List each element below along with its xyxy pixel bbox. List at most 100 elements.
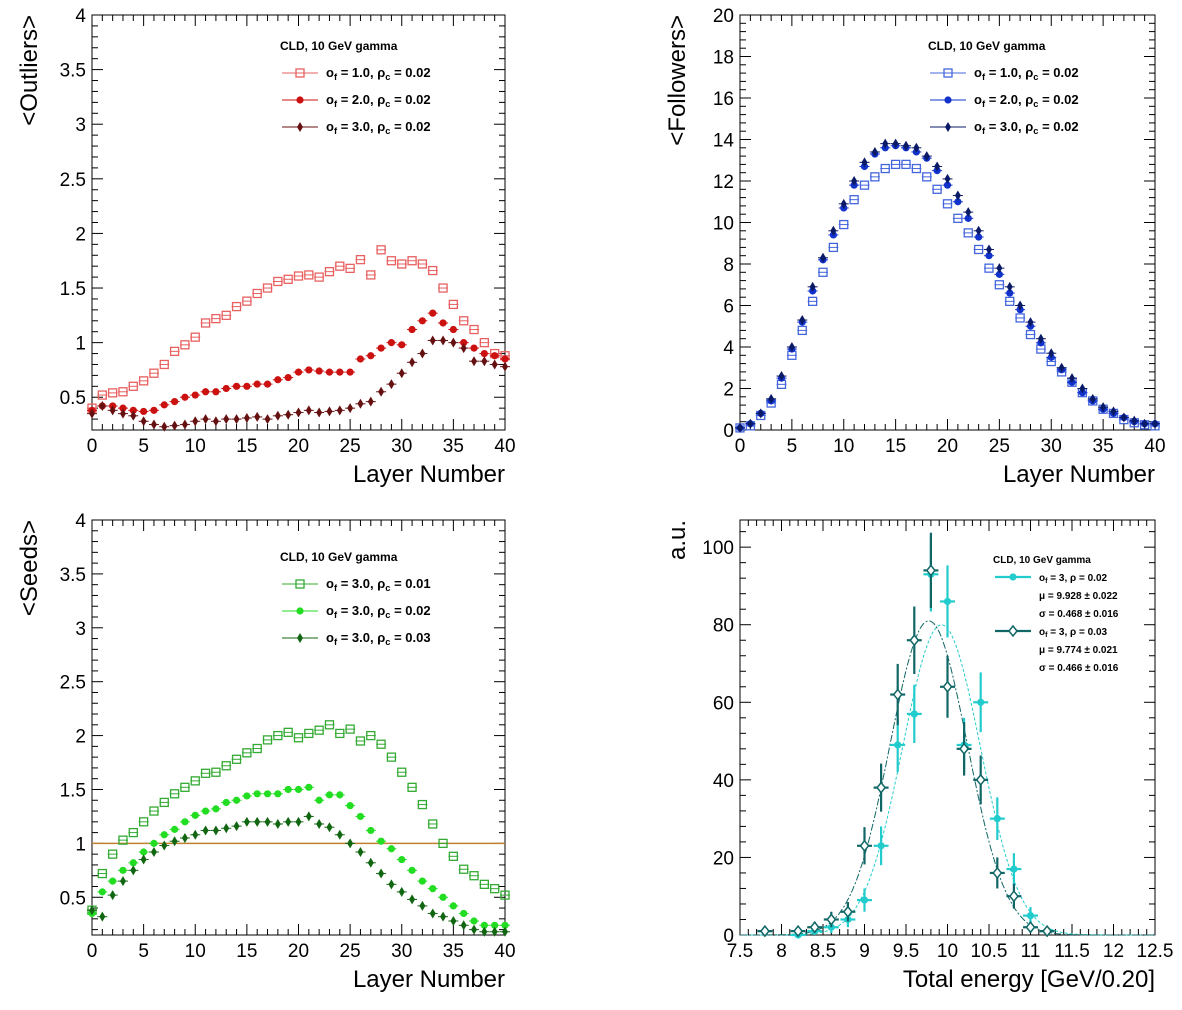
data-point (1004, 281, 1015, 292)
data-point-dot (943, 597, 952, 606)
legend-label-part-2: = 3.0, (985, 119, 1025, 134)
data-point (869, 172, 880, 182)
data-point (345, 403, 356, 414)
data-point (272, 376, 283, 384)
data-point (334, 728, 345, 739)
data-point (231, 414, 242, 425)
data-point (169, 825, 180, 833)
data-point (438, 893, 449, 901)
data-point (314, 407, 325, 418)
data-point (458, 316, 469, 326)
data-point-dot (501, 355, 509, 363)
data-point (1015, 313, 1026, 323)
data-point-shape (274, 818, 281, 829)
legend-label-part-4: c (1033, 126, 1038, 136)
legend-label-part-0: o (1039, 627, 1045, 638)
data-point (479, 349, 490, 358)
data-point-shape (119, 876, 126, 887)
data-point (221, 823, 232, 834)
data-point-shape (491, 926, 498, 937)
x-tick-label: 10 (833, 436, 854, 457)
x-tick-label: 40 (1144, 436, 1165, 457)
y-tick-label: 1.5 (60, 780, 86, 801)
data-point (200, 318, 211, 328)
x-axis-title: Layer Number (1003, 461, 1155, 488)
legend-label-part-0: o (326, 65, 334, 80)
data-point (427, 265, 438, 276)
data-point (324, 368, 335, 376)
data-point (489, 352, 500, 360)
data-point-shape (1141, 418, 1148, 429)
data-point (334, 368, 345, 376)
x-axis-title: Total energy [GeV/0.20] (903, 966, 1155, 993)
data-point (365, 826, 376, 835)
data-point (314, 796, 325, 804)
data-point-dot (408, 325, 416, 334)
data-point (901, 140, 911, 151)
legend-label-part-1: f (982, 72, 986, 82)
data-point (210, 805, 221, 813)
data-point (169, 836, 180, 847)
data-point (386, 879, 397, 890)
y-axis-title: <Seeds> (16, 520, 43, 616)
y-tick-label: 60 (713, 693, 734, 714)
data-point-dot (429, 885, 437, 893)
data-point (417, 317, 428, 325)
data-point-dot (995, 270, 1003, 278)
series-1 (757, 537, 1055, 939)
data-point-dot (243, 792, 251, 800)
data-point-dot (315, 367, 323, 375)
x-tick-label: 10 (937, 941, 958, 962)
data-point (138, 416, 149, 427)
data-point (807, 281, 818, 292)
data-point (458, 920, 469, 931)
data-point-shape (757, 408, 764, 419)
x-tick-label: 8 (776, 941, 787, 962)
data-point-shape (502, 361, 508, 372)
data-point (500, 921, 510, 929)
data-point-dot (977, 698, 985, 706)
data-point (479, 356, 490, 367)
data-point (221, 414, 232, 425)
data-point (793, 924, 804, 938)
data-point (766, 393, 777, 404)
data-point (458, 864, 469, 874)
data-point-dot (109, 877, 117, 885)
legend-label-part-3: ρ (1070, 573, 1076, 584)
data-point (448, 299, 459, 310)
legend-fit-sigma: σ = 0.468 ± 0.016 (1039, 609, 1119, 620)
legend-label-0: of = 1.0, ρc = 0.02 (974, 65, 1079, 82)
data-point-shape (212, 416, 219, 427)
legend-label-0: of = 3.0, ρc = 0.01 (326, 576, 431, 593)
data-point (334, 791, 345, 799)
data-point-dot (1010, 865, 1018, 873)
data-point (1008, 890, 1019, 903)
data-point-dot (367, 352, 375, 360)
y-tick-label: 18 (713, 48, 734, 69)
data-point (921, 172, 932, 182)
data-point-dot (98, 888, 106, 896)
legend-swatch-marker (943, 122, 953, 132)
data-point-shape (851, 176, 858, 186)
data-point (469, 324, 480, 335)
data-point (500, 355, 510, 363)
legend-label-2: of = 3.0, ρc = 0.03 (326, 630, 431, 647)
legend-label-part-3: ρ (377, 92, 385, 107)
legend-label-part-1: f (982, 126, 986, 136)
data-point-shape (986, 244, 992, 255)
data-point-shape (429, 908, 436, 919)
chart-panel-2: 0 5 10 15 20 25 30 35 40 0 2 4 6 8 10 12 14 16 18 20 Layer N… (664, 6, 1166, 488)
fit-curve-2 (740, 620, 1155, 936)
data-point (117, 408, 128, 419)
data-point (1008, 865, 1019, 873)
data-point-shape (140, 416, 147, 427)
data-point (959, 742, 970, 756)
data-point (221, 761, 232, 771)
data-point (345, 802, 356, 810)
data-point (1077, 383, 1088, 394)
legend-label-part-0: o (1039, 573, 1045, 584)
y-tick-label: 1 (75, 834, 86, 855)
x-tick-label: 11.5 (1054, 941, 1090, 962)
legend-label-part-4: c (1033, 99, 1038, 109)
